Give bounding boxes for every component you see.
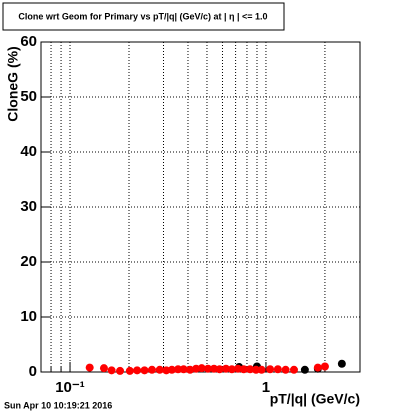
data-point	[186, 365, 195, 374]
data-point	[203, 364, 212, 373]
data-point	[179, 365, 188, 374]
data-point	[221, 364, 230, 373]
data-point	[227, 365, 236, 374]
x-axis-title: pT/|q| (GeV/c)	[270, 391, 360, 407]
data-point	[133, 366, 142, 375]
data-point	[252, 365, 261, 374]
data-point	[320, 362, 329, 371]
data-point	[197, 364, 206, 373]
x-tick-label: 1	[262, 379, 270, 396]
data-point	[289, 365, 298, 374]
y-tick-label: 50	[20, 88, 37, 105]
x-tick-label: 10⁻¹	[55, 379, 85, 396]
data-point	[140, 366, 149, 375]
data-point	[107, 366, 116, 375]
data-point	[257, 365, 266, 374]
data-point	[300, 365, 309, 374]
chart-title: Clone wrt Geom for Primary vs pT/|q| (Ge…	[18, 11, 267, 21]
y-axis-title: CloneG (%)	[5, 46, 21, 121]
title-box	[2, 2, 285, 31]
y-tick-label: 10	[20, 308, 37, 325]
data-point	[125, 366, 134, 375]
data-point	[99, 364, 108, 373]
data-point	[85, 363, 94, 372]
data-point	[313, 363, 322, 372]
data-point	[155, 365, 164, 374]
data-point	[273, 365, 282, 374]
data-point	[174, 365, 183, 374]
data-point	[167, 365, 176, 374]
data-point	[246, 365, 255, 374]
data-point	[147, 365, 156, 374]
data-point	[239, 365, 248, 374]
plot-frame	[40, 41, 361, 373]
data-point	[281, 365, 290, 374]
y-tick-label: 30	[20, 198, 37, 215]
y-tick-label: 0	[29, 363, 37, 380]
y-tick-label: 40	[20, 143, 37, 160]
data-point	[215, 365, 224, 374]
data-point	[337, 359, 346, 368]
timestamp: Sun Apr 10 10:19:21 2016	[4, 400, 112, 410]
data-point	[116, 366, 125, 375]
y-tick-label: 20	[20, 253, 37, 270]
data-point	[266, 365, 275, 374]
y-tick-label: 60	[20, 33, 37, 50]
